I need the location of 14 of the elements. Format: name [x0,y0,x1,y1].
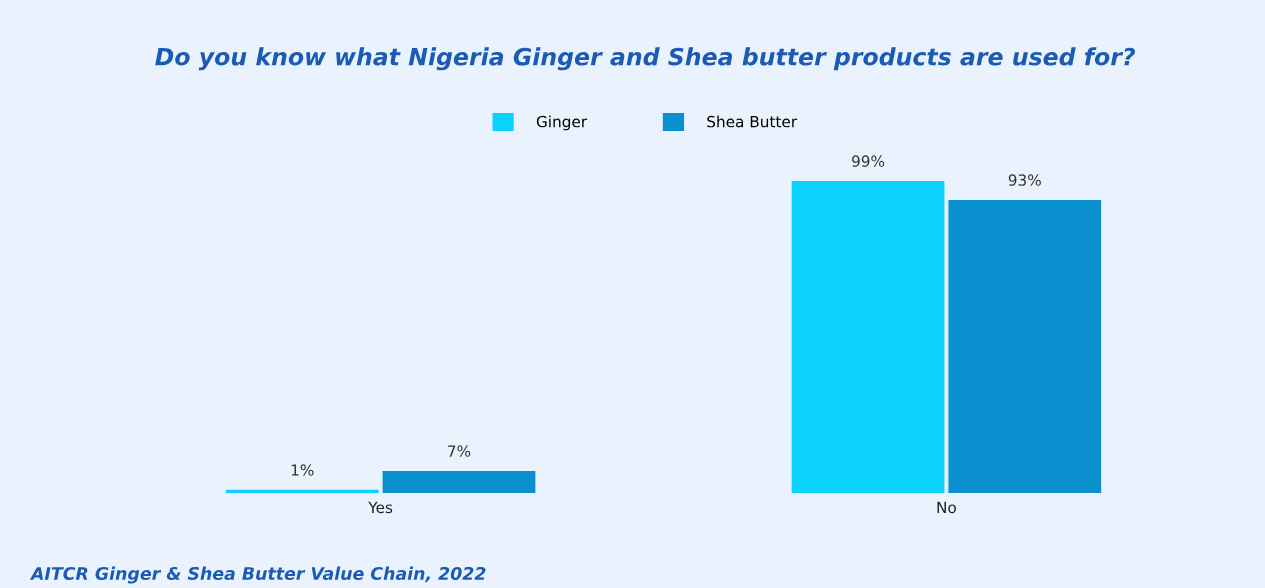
bar [382,470,536,493]
bar [791,181,945,493]
data-label: 99% [852,155,885,167]
x-tick-label: No [937,501,956,514]
text: AITCR Ginger & Shea Butter Value Chain, 2022 [29,566,486,584]
x-tick-label: Yes [368,501,393,514]
bar [225,489,379,493]
legend-label: Ginger [536,115,588,131]
data-label: 1% [291,464,314,476]
legend-label: Shea Butter [707,115,798,128]
data-label: 7% [448,445,471,457]
bar [948,199,1102,493]
chart-title: Do you know what Nigeria Ginger and Shea butter products are used for? [155,47,1135,71]
data-label: 93% [1008,174,1041,186]
